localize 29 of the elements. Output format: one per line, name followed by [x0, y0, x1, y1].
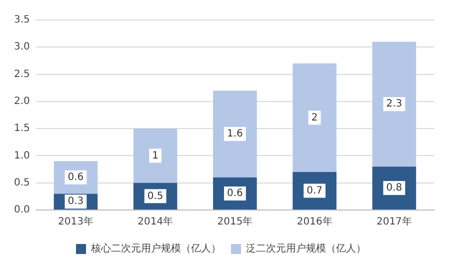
y-tick-label: 1.5 — [14, 123, 30, 134]
bar — [213, 90, 257, 178]
data-label: 2.3 — [386, 98, 402, 110]
data-label: 1 — [152, 150, 159, 162]
data-label: 1.6 — [227, 128, 243, 140]
x-tick-label: 2016年 — [296, 216, 332, 228]
data-label: 0.6 — [227, 188, 243, 200]
y-tick-label: 1.0 — [14, 150, 30, 162]
y-tick-label: 2.5 — [14, 68, 30, 80]
x-tick-label: 2015年 — [217, 216, 253, 228]
data-label: 0.6 — [68, 172, 84, 184]
bar — [133, 128, 178, 183]
data-label: 2 — [311, 112, 318, 124]
legend-label: 核心二次元用户规模（亿人） — [90, 242, 221, 255]
data-label: 0.5 — [147, 190, 164, 202]
bar — [292, 63, 336, 172]
y-tick-label: 0.5 — [14, 177, 30, 188]
y-tick-label: 0.0 — [14, 204, 30, 216]
data-label: 0.3 — [68, 196, 84, 208]
y-tick-label: 3.5 — [14, 14, 30, 26]
legend-label: 泛二次元用户规模（亿人） — [246, 242, 366, 255]
x-tick-label: 2014年 — [138, 216, 174, 228]
y-tick-label: 2.0 — [14, 96, 30, 108]
y-tick-label: 3.0 — [14, 42, 30, 53]
x-tick-label: 2017年 — [376, 216, 412, 228]
x-tick-label: 2013年 — [58, 216, 94, 228]
data-label: 0.7 — [306, 185, 323, 196]
data-label: 0.8 — [386, 182, 402, 194]
bar — [372, 42, 416, 167]
